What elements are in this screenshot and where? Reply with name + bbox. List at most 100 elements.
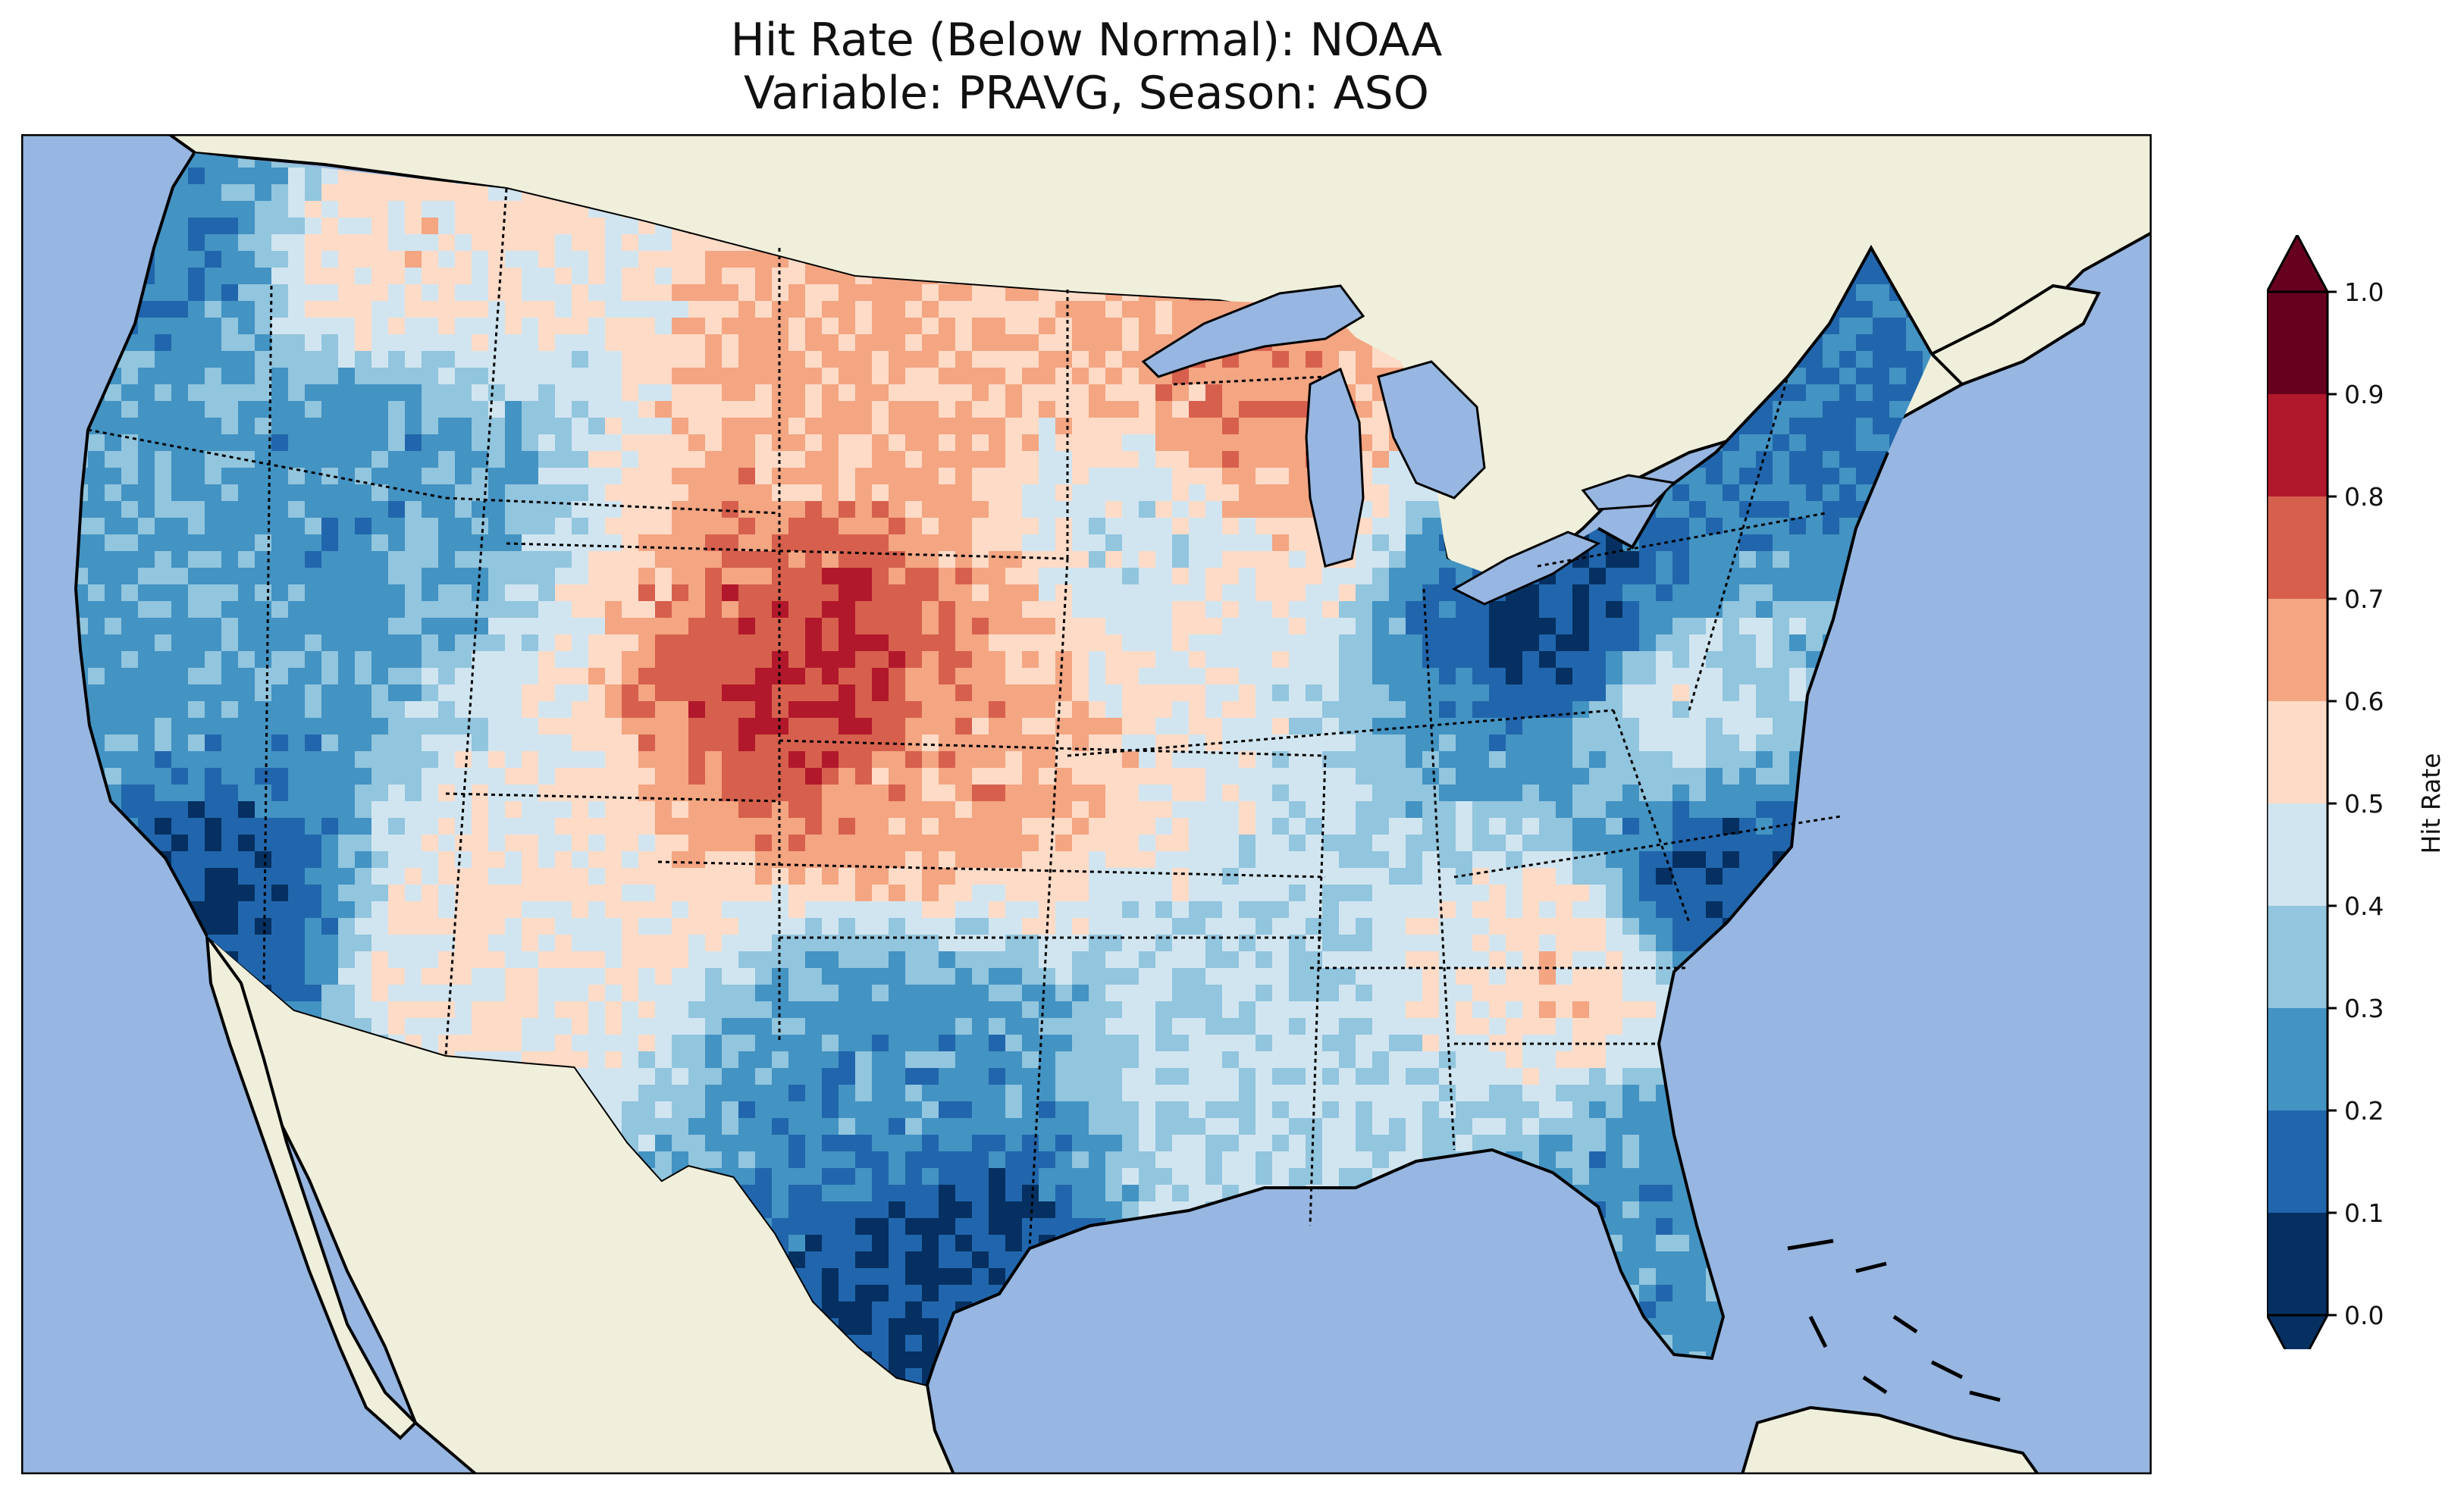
- grid-cell: [271, 668, 289, 685]
- grid-cell: [171, 418, 189, 435]
- grid-cell: [672, 484, 689, 502]
- grid-cell: [1372, 468, 1390, 485]
- grid-cell: [405, 318, 422, 335]
- grid-cell: [1289, 418, 1306, 435]
- grid-cell: [1622, 601, 1640, 619]
- grid-cell: [105, 684, 122, 702]
- grid-cell: [1139, 301, 1156, 318]
- grid-cell: [922, 568, 939, 585]
- grid-cell: [355, 651, 372, 669]
- grid-cell: [321, 468, 339, 485]
- grid-cell: [1039, 701, 1056, 719]
- grid-cell: [605, 518, 622, 535]
- grid-cell: [1005, 618, 1023, 635]
- grid-cell: [555, 318, 572, 335]
- grid-cell: [638, 534, 656, 552]
- grid-cell: [1272, 718, 1290, 735]
- grid-cell: [1823, 368, 1840, 385]
- grid-cell: [105, 651, 122, 669]
- grid-cell: [305, 234, 322, 252]
- grid-cell: [105, 501, 122, 518]
- grid-cell: [505, 284, 522, 302]
- grid-cell: [1322, 584, 1340, 602]
- grid-cell: [572, 284, 589, 302]
- grid-cell: [572, 634, 589, 652]
- grid-cell: [955, 651, 973, 669]
- grid-cell: [105, 384, 122, 402]
- grid-cell: [371, 651, 389, 669]
- grid-cell: [488, 718, 506, 735]
- grid-cell: [238, 168, 255, 185]
- grid-cell: [722, 301, 739, 318]
- grid-cell: [1839, 384, 1857, 402]
- baja-california: [205, 931, 418, 1440]
- grid-cell: [1289, 518, 1306, 535]
- grid-cell: [1022, 701, 1039, 719]
- grid-cell: [788, 401, 806, 418]
- grid-cell: [1306, 651, 1323, 669]
- grid-cell: [855, 318, 873, 335]
- grid-cell: [221, 201, 239, 218]
- grid-cell: [955, 518, 973, 535]
- grid-cell: [138, 484, 155, 502]
- grid-cell: [455, 551, 472, 568]
- grid-cell: [455, 618, 472, 635]
- grid-cell: [422, 284, 439, 302]
- grid-cell: [1789, 668, 1807, 685]
- grid-cell: [388, 334, 406, 352]
- grid-cell: [1389, 684, 1406, 702]
- grid-cell: [889, 334, 906, 352]
- grid-cell: [1105, 318, 1123, 335]
- grid-cell: [772, 618, 789, 635]
- grid-cell: [855, 451, 873, 468]
- grid-cell: [505, 601, 522, 619]
- grid-cell: [572, 351, 589, 368]
- grid-cell: [722, 484, 739, 502]
- grid-cell: [1356, 551, 1373, 568]
- grid-cell: [238, 734, 255, 752]
- grid-cell: [672, 501, 689, 518]
- grid-cell: [605, 551, 622, 568]
- grid-cell: [588, 518, 606, 535]
- grid-cell: [872, 318, 889, 335]
- grid-cell: [305, 218, 322, 235]
- grid-cell: [1723, 668, 1740, 685]
- grid-cell: [605, 434, 622, 452]
- grid-cell: [338, 551, 356, 568]
- grid-cell: [321, 534, 339, 552]
- grid-cell: [622, 718, 639, 735]
- grid-cell: [221, 318, 239, 335]
- grid-cell: [555, 734, 572, 752]
- grid-cell: [1139, 534, 1156, 552]
- grid-cell: [1222, 601, 1240, 619]
- grid-cell: [889, 618, 906, 635]
- grid-cell: [1239, 368, 1256, 385]
- grid-cell: [1756, 734, 1773, 752]
- grid-cell: [1422, 668, 1440, 685]
- grid-cell: [288, 701, 306, 719]
- grid-cell: [1739, 701, 1757, 719]
- grid-cell: [1773, 668, 1790, 685]
- grid-cell: [205, 534, 222, 552]
- grid-cell: [1272, 634, 1290, 652]
- grid-cell: [822, 368, 839, 385]
- grid-cell: [355, 184, 372, 202]
- grid-cell: [1289, 468, 1306, 485]
- grid-cell: [1172, 618, 1190, 635]
- grid-cell: [572, 684, 589, 702]
- grid-cell: [1589, 601, 1607, 619]
- grid-cell: [455, 268, 472, 285]
- grid-cell: [755, 468, 773, 485]
- grid-cell: [1789, 701, 1807, 719]
- grid-cell: [371, 468, 389, 485]
- grid-cell: [1122, 568, 1140, 585]
- grid-cell: [1689, 584, 1707, 602]
- grid-cell: [171, 468, 189, 485]
- grid-cell: [905, 401, 923, 418]
- grid-cell: [605, 734, 622, 752]
- grid-cell: [355, 401, 372, 418]
- grid-cell: [1272, 434, 1290, 452]
- grid-cell: [1339, 584, 1356, 602]
- grid-cell: [305, 751, 322, 769]
- grid-cell: [588, 318, 606, 335]
